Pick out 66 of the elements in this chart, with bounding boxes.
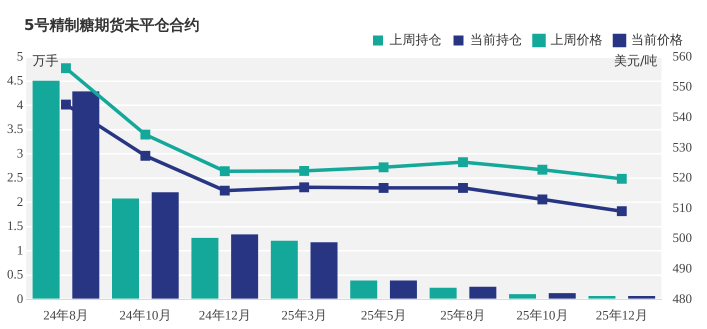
point [458, 182, 468, 193]
x-tick-label: 24年10月 [119, 308, 172, 323]
x-tick-label: 25年3月 [281, 308, 327, 323]
legend-label: 上周价格 [550, 32, 602, 48]
y-tick-label: 0.5 [7, 266, 24, 282]
y-tick-label: 1.5 [7, 218, 24, 234]
x-tick-label: 25年5月 [360, 308, 406, 323]
point [458, 157, 468, 168]
bar [350, 280, 378, 299]
y2-tick-label: 560 [672, 48, 692, 64]
point [61, 63, 71, 74]
y-tick-label: 4.5 [7, 72, 24, 88]
bar [588, 296, 616, 299]
bar [430, 288, 457, 299]
y-tick-label: 4 [16, 96, 24, 112]
y2-tick-label: 490 [672, 260, 692, 276]
x-tick-label: 25年12月 [596, 308, 648, 323]
legend-label: 当前价格 [631, 32, 683, 48]
y-tick-label: 3.5 [7, 121, 24, 136]
y-tick-label: 5 [16, 48, 24, 64]
y2-tick-label: 520 [672, 170, 692, 185]
bar [32, 80, 60, 299]
point [378, 162, 389, 172]
bar [469, 286, 496, 299]
bar [310, 242, 338, 299]
y-tick-label: 1 [16, 242, 24, 258]
bar [231, 234, 258, 299]
x-tick-label: 25年8月 [440, 308, 486, 323]
bar [191, 238, 218, 299]
point [616, 174, 627, 184]
bar [270, 240, 298, 299]
point [140, 150, 150, 161]
y2-tick-label: 540 [672, 109, 692, 124]
x-tick-label: 24年12月 [198, 308, 251, 323]
y-tick-label: 3 [16, 145, 24, 160]
bar [628, 296, 656, 299]
y2-tick-label: 480 [672, 290, 692, 306]
y2-tick-label: 500 [672, 230, 692, 246]
point [61, 100, 71, 110]
point [537, 194, 548, 204]
y-tick-label: 0 [16, 290, 24, 306]
bar [509, 294, 536, 299]
legend-label: 上周持仓 [390, 32, 442, 48]
chart-title: 5号精制糖期货未平仓合约 [24, 16, 200, 35]
point [537, 164, 548, 175]
legend-label: 当前持仓 [470, 32, 522, 48]
point [616, 206, 627, 216]
y2-tick-label: 510 [672, 200, 692, 215]
bar [112, 198, 140, 299]
y2-axis-title: 美元/吨 [614, 52, 658, 69]
y-tick-label: 2.5 [7, 170, 24, 185]
y2-tick-label: 530 [672, 139, 692, 154]
point [220, 166, 230, 176]
y2-tick-label: 550 [672, 78, 692, 94]
point [299, 166, 310, 176]
bar [152, 192, 179, 299]
point [220, 186, 230, 196]
x-tick-label: 25年10月 [516, 308, 568, 323]
point [378, 182, 389, 193]
point [140, 130, 150, 140]
bar [548, 293, 576, 299]
bar [390, 280, 417, 299]
point [299, 182, 310, 192]
y-tick-label: 2 [16, 194, 24, 209]
y-axis-title: 万手 [32, 54, 58, 69]
x-tick-label: 24年8月 [43, 308, 89, 323]
